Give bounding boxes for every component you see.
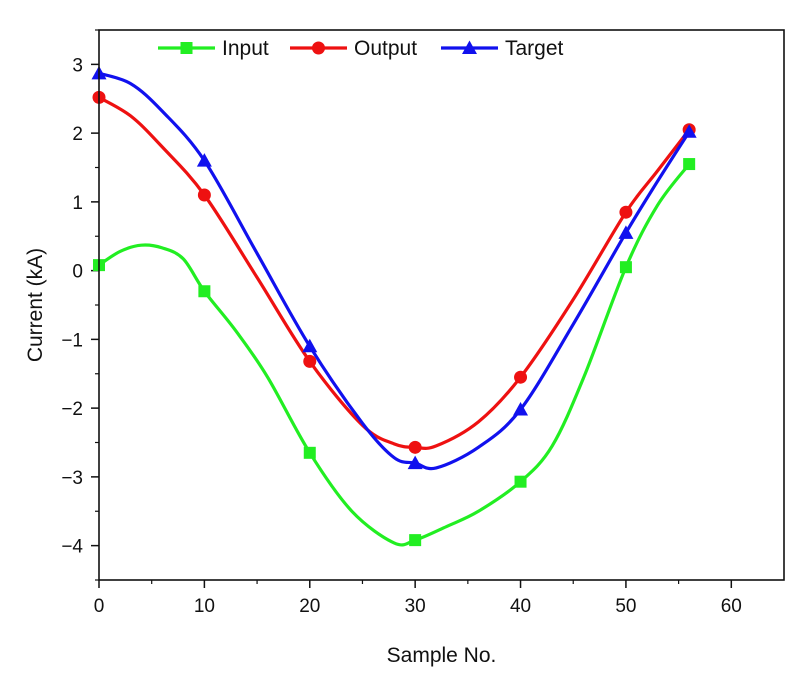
output-data-point [619,205,633,219]
x-tick-label: 60 [721,596,742,617]
target-data-point [513,402,529,416]
y-tick-label: 2 [72,124,83,145]
legend-label-input: Input [222,37,269,60]
y-tick-label: 3 [72,55,83,76]
x-tick-label: 50 [615,596,636,617]
x-tick-label: 30 [405,596,426,617]
y-tick-label: −4 [61,537,83,558]
legend-marker-output [312,41,325,55]
x-tick-label: 40 [510,596,531,617]
input-data-point [409,534,422,547]
target-series-line [97,71,691,471]
input-data-point [683,158,696,171]
legend-label-target: Target [505,37,564,60]
legend-marker-target [462,40,477,54]
output-data-point [303,354,317,368]
legend-label-output: Output [354,37,417,60]
target-data-point [618,225,634,239]
target-data-point [407,455,423,470]
input-data-point [619,261,632,274]
plot-area-frame [98,29,785,581]
axis-ticks [91,29,733,588]
x-tick-label: 10 [194,596,215,617]
legend-marker-input [180,42,193,54]
y-tick-label: −1 [61,330,83,351]
output-series-line [97,95,691,450]
input-data-point [514,475,527,488]
output-data-point [514,370,528,384]
target-data-point [681,124,697,138]
y-tick-label: −3 [61,468,83,489]
y-axis-title: Current (kA) [24,248,47,362]
x-tick-label: 0 [94,596,105,617]
series-markers [91,65,697,547]
output-data-point [197,188,211,202]
series-curves [97,71,691,547]
input-series-line [97,162,691,547]
y-tick-label: 1 [72,193,83,214]
y-tick-label: 0 [72,262,83,283]
output-data-point [408,440,422,454]
target-data-point [196,153,212,167]
x-tick-label: 20 [299,596,320,617]
input-data-point [303,446,316,459]
input-data-point [198,285,211,298]
legend: Input Output Target [158,37,564,60]
y-tick-label: −2 [61,399,83,420]
target-data-point [302,338,318,353]
tick-labels: 0 10 20 30 40 50 60 −4 −3 −2 −1 0 1 2 3 [61,55,742,617]
x-axis-title: Sample No. [387,644,497,667]
